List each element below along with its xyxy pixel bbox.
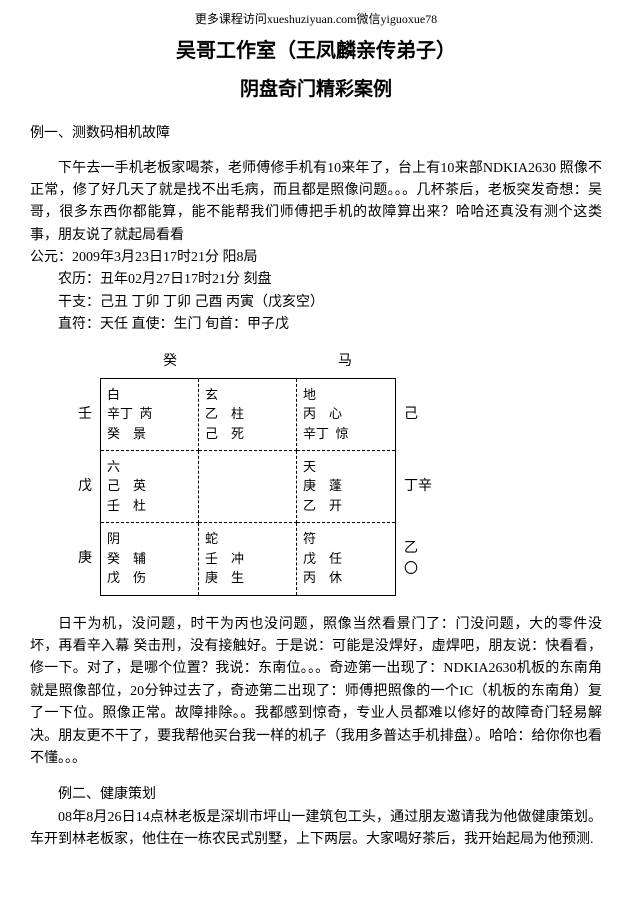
cell-5: 天 庚 蓬 乙 开	[297, 451, 395, 523]
line-ganzhi: 干支：己丑 丁卯 丁卯 己酉 丙寅（戊亥空）	[30, 292, 602, 314]
line-nongli: 农历：丑年02月27日17时21分 刻盘	[30, 269, 602, 291]
cell-1: 玄 乙 柱 己 死	[199, 379, 297, 451]
cell-3: 六 己 英 壬 杜	[101, 451, 199, 523]
qimen-chart: 癸 马 壬 戊 庚 白 辛丁 芮 癸 景 玄 乙 柱 己 死 地 丙 心 辛丁 …	[70, 351, 602, 596]
cell-7: 蛇 壬 冲 庚 生	[199, 523, 297, 595]
cell-4	[199, 451, 297, 523]
cell-6: 阴 癸 辅 戊 伤	[101, 523, 199, 595]
left-label-1: 戊	[78, 451, 92, 523]
cell-2: 地 丙 心 辛丁 惊	[297, 379, 395, 451]
case1-heading: 例一、测数码相机故障	[30, 123, 602, 144]
left-label-2: 庚	[78, 523, 92, 595]
right-label-1: 丁辛	[404, 451, 432, 523]
top-banner: 更多课程访问xueshuziyuan.com微信yiguoxue78	[30, 10, 602, 28]
chart-left-labels: 壬 戊 庚	[70, 379, 100, 595]
line-gongyuan: 公元：2009年3月23日17时21分 阳8局	[30, 247, 602, 269]
case1-analysis: 日干为机，没问题，时干为丙也没问题，照像当然看景门了：门没问题，大的零件没坏，再…	[30, 614, 602, 771]
cell-8: 符 戊 任 丙 休	[297, 523, 395, 595]
right-label-0: 己	[404, 379, 432, 451]
chart-grid: 白 辛丁 芮 癸 景 玄 乙 柱 己 死 地 丙 心 辛丁 惊 六 己 英 壬 …	[100, 378, 396, 596]
studio-title: 吴哥工作室（王凤麟亲传弟子）	[30, 36, 602, 66]
chart-top-label-2: 马	[270, 351, 420, 372]
chart-top-label-1: 癸	[70, 351, 270, 372]
left-label-0: 壬	[78, 379, 92, 451]
chart-right-labels: 己 丁辛 乙 〇	[396, 379, 440, 595]
case2-heading: 例二、健康策划	[30, 784, 602, 806]
case1-intro: 下午去一手机老板家喝茶，老师傅修手机有10来年了，台上有10来部NDKIA263…	[30, 158, 602, 248]
line-zhifu: 直符：天任 直使：生门 旬首：甲子戊	[30, 314, 602, 336]
case2-intro: 08年8月26日14点林老板是深圳市坪山一建筑包工头，通过朋友邀请我为他做健康策…	[30, 807, 602, 852]
subtitle: 阴盘奇门精彩案例	[30, 76, 602, 105]
right-label-2: 乙 〇	[404, 523, 432, 595]
cell-0: 白 辛丁 芮 癸 景	[101, 379, 199, 451]
